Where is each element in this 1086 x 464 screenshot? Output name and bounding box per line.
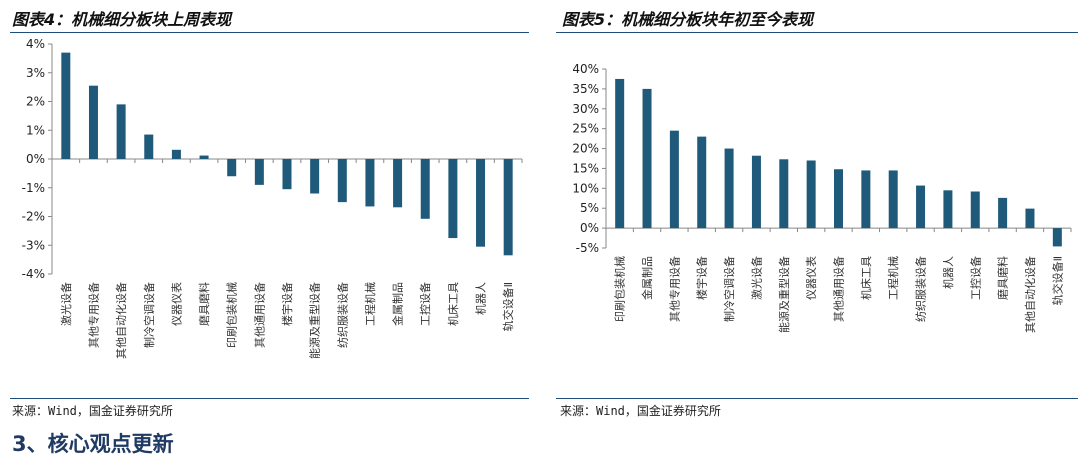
weekly-bar: [282, 159, 292, 190]
ytd-bar: [916, 185, 926, 229]
ytd-category-label: 其他通用设备: [832, 256, 846, 322]
weekly-category-label: 其他通用设备: [252, 282, 266, 348]
figure-4-title-rule: [10, 32, 529, 33]
weekly-category-label: 印刷包装机械: [225, 282, 239, 348]
ytd-bar: [998, 197, 1008, 229]
ytd-category-label: 楼宇设备: [695, 256, 709, 300]
weekly-category-label: 磨具磨料: [197, 282, 211, 326]
ytd-bar: [642, 88, 652, 229]
figure-4-title: 图表4：机械细分板块上周表现: [12, 10, 232, 29]
weekly-category-label: 能源及重型设备: [308, 282, 322, 359]
weekly-y-tick-label: 2%: [26, 95, 45, 109]
weekly-category-label: 楼宇设备: [280, 282, 294, 326]
ytd-y-tick-label: 10%: [572, 181, 599, 195]
weekly-bar: [199, 155, 209, 159]
ytd-category-label: 机床工具: [859, 256, 873, 300]
weekly-y-tick-label: -4%: [22, 267, 45, 281]
weekly-bar: [61, 52, 71, 159]
section-heading: 3、核心观点更新: [12, 432, 174, 456]
ytd-category-label: 机器人: [941, 256, 955, 289]
ytd-y-tick-label: -5%: [576, 241, 599, 255]
weekly-category-label: 其他专用设备: [86, 282, 100, 348]
ytd-category-label: 制冷空调设备: [722, 256, 736, 322]
ytd-bar: [806, 160, 816, 229]
ytd-category-label: 仪器仪表: [804, 256, 818, 300]
ytd-y-tick-label: 35%: [572, 82, 599, 96]
ytd-bar: [615, 78, 625, 229]
ytd-bar: [861, 170, 871, 229]
ytd-category-label: 磨具磨料: [996, 256, 1010, 300]
ytd-category-label: 其他自动化设备: [1023, 256, 1037, 333]
weekly-category-label: 金属制品: [391, 282, 405, 326]
weekly-category-label: 机器人: [474, 282, 488, 315]
weekly-bar: [171, 149, 181, 159]
weekly-bar: [365, 159, 375, 207]
ytd-bar: [724, 148, 734, 229]
weekly-y-tick-label: -2%: [22, 210, 45, 224]
ytd-category-label: 金属制品: [640, 256, 654, 300]
ytd-y-tick-label: 30%: [572, 102, 599, 116]
ytd-y-tick-label: 20%: [572, 142, 599, 156]
ytd-bar: [751, 155, 761, 229]
ytd-category-label: 能源及重型设备: [777, 256, 791, 333]
ytd-bar: [669, 130, 679, 229]
weekly-y-tick-label: 3%: [26, 66, 45, 80]
weekly-category-label: 工控设备: [418, 282, 432, 326]
weekly-category-label: 纺织服装设备: [335, 282, 349, 348]
figure-5-title-rule: [556, 32, 1078, 33]
ytd-category-label: 激光设备: [749, 256, 763, 300]
ytd-bar: [970, 191, 980, 229]
weekly-bar: [310, 159, 320, 194]
ytd-bar: [888, 170, 898, 229]
ytd-bar: [1052, 228, 1062, 247]
ytd-category-label: 纺织服装设备: [914, 256, 928, 322]
weekly-bar: [144, 134, 154, 159]
weekly-y-tick-label: 4%: [26, 37, 45, 51]
weekly-category-label: 仪器仪表: [169, 282, 183, 326]
figure-5-source: 来源：Wind，国金证券研究所: [560, 404, 721, 418]
weekly-y-tick-label: -1%: [22, 181, 45, 195]
ytd-y-tick-label: 15%: [572, 161, 599, 175]
weekly-category-label: 工程机械: [363, 282, 377, 326]
figure-4-source-rule: [10, 398, 529, 399]
weekly-y-tick-label: -3%: [22, 238, 45, 252]
ytd-performance-chart: 40%35%30%25%20%15%10%5%0%-5%印刷包装机械 金属制品 其他…: [572, 62, 1072, 333]
weekly-category-label: 轨交设备Ⅱ: [501, 282, 515, 331]
ytd-category-label: 印刷包装机械: [613, 256, 627, 322]
weekly-bar: [227, 159, 237, 177]
figure-4-source: 来源：Wind，国金证券研究所: [12, 404, 173, 418]
weekly-y-tick-label: 1%: [26, 123, 45, 137]
ytd-y-tick-label: 25%: [572, 122, 599, 136]
ytd-bar: [779, 159, 789, 229]
ytd-category-label: 工控设备: [968, 256, 982, 300]
ytd-y-tick-label: 5%: [580, 201, 599, 215]
weekly-bar: [448, 159, 458, 239]
ytd-bar: [1025, 208, 1035, 229]
weekly-y-tick-label: 0%: [26, 152, 45, 166]
weekly-category-label: 其他自动化设备: [114, 282, 128, 359]
ytd-y-tick-label: 0%: [580, 221, 599, 235]
weekly-performance-chart: 4% 3% 2% 1% 0% -1% -2% -3% -4% 激光设备 其他专用设备 其他自动化设备制…: [22, 37, 523, 359]
weekly-category-label: 激光设备: [59, 282, 73, 326]
figure-5-source-rule: [556, 398, 1078, 399]
ytd-bar: [834, 169, 843, 229]
ytd-bar: [697, 136, 707, 229]
weekly-bar: [337, 159, 347, 203]
weekly-bar: [393, 159, 403, 208]
weekly-bar: [254, 159, 264, 185]
ytd-category-label: 工程机械: [886, 256, 900, 300]
weekly-bar: [476, 159, 486, 247]
ytd-category-label: 轨交设备Ⅱ: [1050, 256, 1064, 305]
ytd-bar: [943, 190, 953, 229]
ytd-y-tick-label: 40%: [572, 62, 599, 76]
figure-5-title: 图表5：机械细分板块年初至今表现: [562, 10, 814, 29]
weekly-bar: [420, 159, 430, 219]
weekly-category-label: 机床工具: [446, 282, 460, 326]
weekly-category-label: 制冷空调设备: [142, 282, 156, 348]
ytd-category-label: 其他专用设备: [667, 256, 681, 322]
weekly-bar: [503, 159, 513, 256]
weekly-bar: [88, 85, 98, 159]
weekly-bar: [116, 104, 126, 159]
